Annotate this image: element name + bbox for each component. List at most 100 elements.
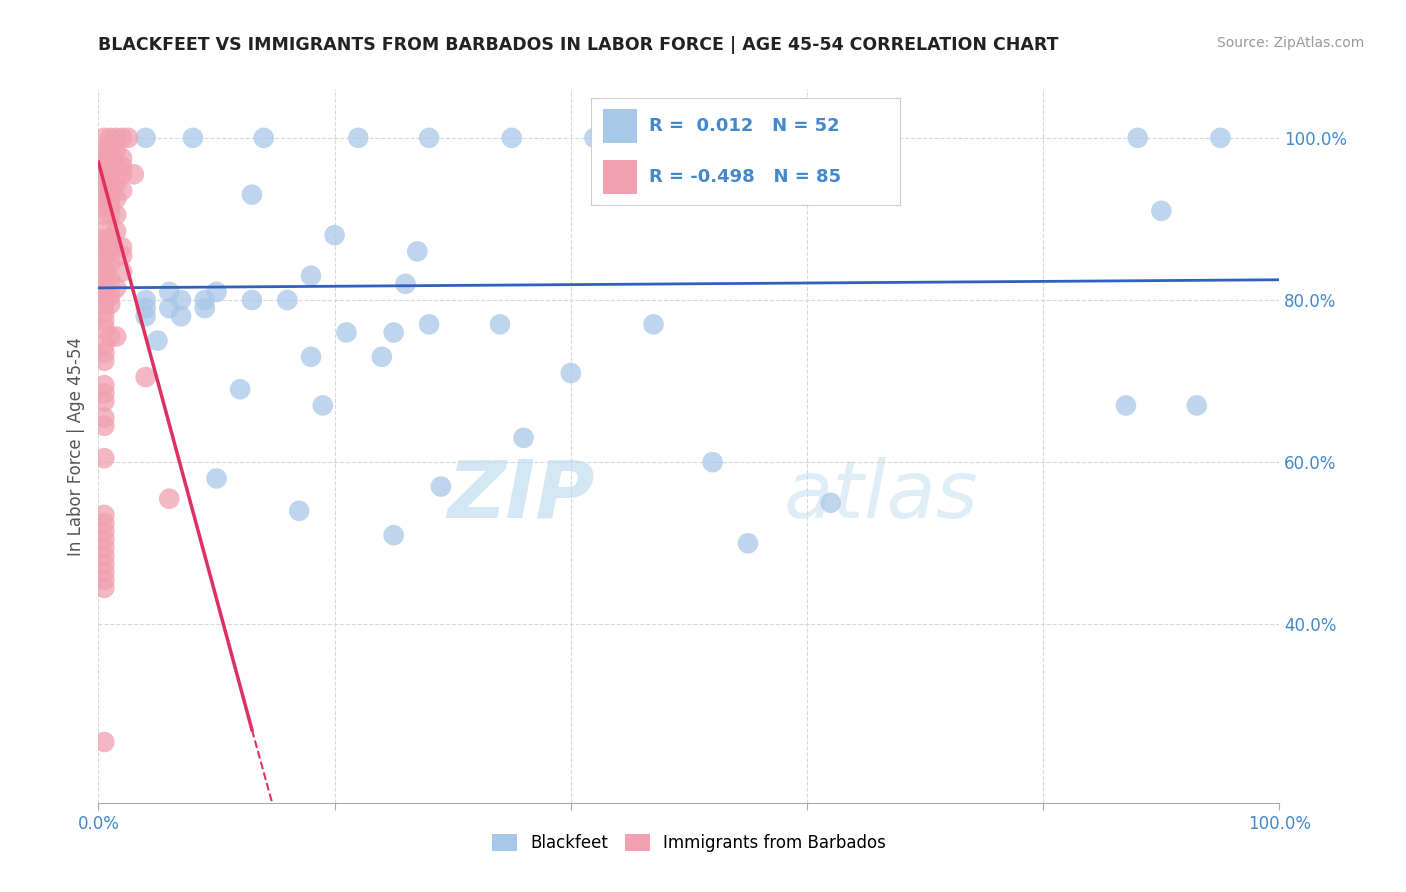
Point	[93, 337, 115, 351]
Point	[93, 321, 115, 335]
Point	[253, 131, 276, 145]
Point	[93, 159, 115, 173]
Point	[820, 496, 842, 510]
Point	[489, 318, 512, 332]
Point	[135, 310, 157, 324]
Point	[111, 265, 134, 279]
Point	[229, 382, 252, 396]
Point	[98, 256, 121, 270]
Point	[105, 143, 128, 157]
Point	[93, 508, 115, 522]
FancyBboxPatch shape	[603, 161, 637, 194]
Point	[406, 244, 429, 259]
Point	[93, 240, 115, 254]
Point	[323, 228, 346, 243]
Point	[382, 528, 405, 542]
Point	[157, 285, 180, 299]
Point	[181, 131, 204, 145]
Point	[93, 541, 115, 555]
Point	[93, 549, 115, 563]
Legend: Blackfeet, Immigrants from Barbados: Blackfeet, Immigrants from Barbados	[485, 827, 893, 859]
Point	[194, 301, 217, 315]
Point	[93, 735, 115, 749]
Point	[93, 232, 115, 246]
Point	[157, 491, 180, 506]
Point	[702, 455, 724, 469]
Point	[205, 471, 228, 485]
Point	[312, 399, 335, 413]
Point	[93, 378, 115, 392]
Point	[299, 268, 322, 283]
Point	[194, 293, 217, 307]
Point	[93, 410, 115, 425]
Point	[371, 350, 394, 364]
Point	[1115, 399, 1137, 413]
Point	[98, 273, 121, 287]
Point	[105, 159, 128, 173]
Point	[418, 318, 440, 332]
Point	[93, 297, 115, 311]
Point	[93, 533, 115, 547]
Point	[170, 293, 193, 307]
Point	[135, 293, 157, 307]
Text: BLACKFEET VS IMMIGRANTS FROM BARBADOS IN LABOR FORCE | AGE 45-54 CORRELATION CHA: BLACKFEET VS IMMIGRANTS FROM BARBADOS IN…	[98, 36, 1059, 54]
Point	[98, 240, 121, 254]
Point	[93, 354, 115, 368]
Point	[146, 334, 169, 348]
Point	[240, 293, 263, 307]
Point	[98, 176, 121, 190]
Point	[135, 131, 157, 145]
Point	[111, 167, 134, 181]
Point	[93, 192, 115, 206]
Point	[93, 167, 115, 181]
Point	[93, 281, 115, 295]
Point	[117, 131, 139, 145]
Point	[93, 557, 115, 571]
Point	[98, 329, 121, 343]
Point	[93, 176, 115, 190]
Text: Source: ZipAtlas.com: Source: ZipAtlas.com	[1216, 36, 1364, 50]
Point	[299, 350, 322, 364]
Point	[93, 581, 115, 595]
Point	[93, 313, 115, 327]
Point	[240, 187, 263, 202]
Point	[276, 293, 298, 307]
Point	[93, 143, 115, 157]
Point	[394, 277, 416, 291]
Point	[105, 192, 128, 206]
Point	[93, 418, 115, 433]
Point	[93, 305, 115, 319]
Point	[111, 240, 134, 254]
Point	[105, 281, 128, 295]
Point	[643, 318, 665, 332]
Text: atlas: atlas	[783, 457, 979, 535]
Point	[93, 573, 115, 587]
Point	[93, 565, 115, 579]
Point	[347, 131, 370, 145]
Point	[93, 200, 115, 214]
Point	[157, 301, 180, 315]
Point	[93, 451, 115, 466]
Point	[205, 285, 228, 299]
Point	[105, 329, 128, 343]
Point	[583, 131, 606, 145]
Point	[560, 366, 582, 380]
Point	[98, 297, 121, 311]
Point	[93, 394, 115, 409]
Point	[93, 386, 115, 401]
Point	[93, 516, 115, 530]
Point	[501, 131, 523, 145]
Point	[111, 151, 134, 165]
Point	[98, 192, 121, 206]
Point	[105, 131, 128, 145]
Point	[98, 184, 121, 198]
Point	[737, 536, 759, 550]
Point	[105, 224, 128, 238]
Point	[111, 159, 134, 173]
Text: ZIP: ZIP	[447, 457, 595, 535]
Point	[98, 159, 121, 173]
Point	[135, 301, 157, 315]
Point	[93, 224, 115, 238]
Point	[98, 232, 121, 246]
Point	[98, 143, 121, 157]
